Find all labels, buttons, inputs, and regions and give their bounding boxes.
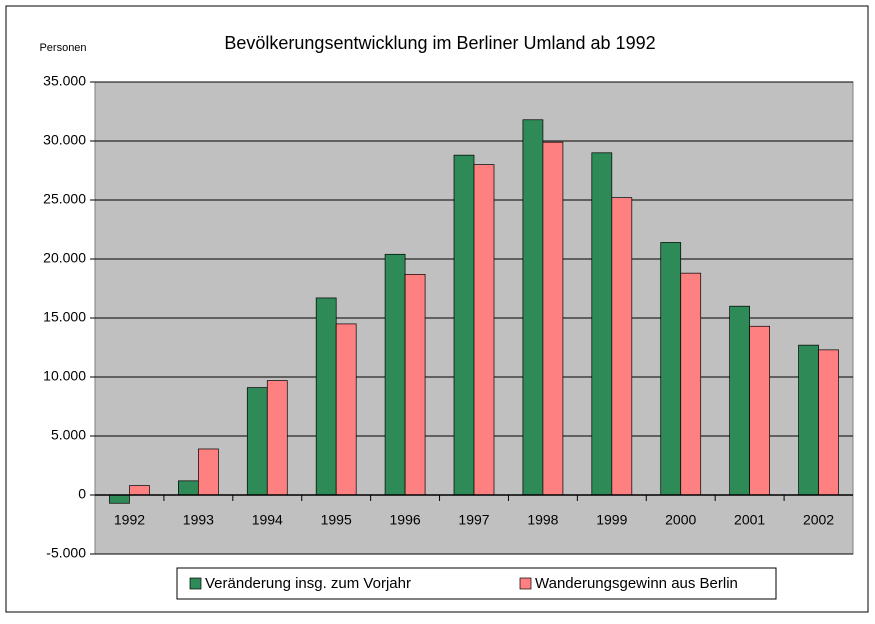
x-tick-label: 1998 [527, 512, 558, 528]
x-tick-label: 1995 [321, 512, 352, 528]
bar [109, 494, 130, 504]
y-tick-label: 25.000 [43, 191, 86, 207]
legend-swatch [519, 577, 532, 590]
bar [729, 305, 750, 496]
y-tick-label: 20.000 [43, 250, 86, 266]
x-tick-label: 2000 [665, 512, 696, 528]
y-tick-label: 35.000 [43, 73, 86, 89]
bar [404, 273, 426, 496]
y-axis-label: Personen [39, 42, 86, 54]
bar [178, 480, 199, 496]
bar [798, 344, 819, 496]
bar [680, 272, 702, 496]
bar [198, 448, 219, 496]
y-tick-label: 10.000 [43, 368, 86, 384]
y-tick-label: -5.000 [46, 545, 86, 561]
bar [611, 197, 633, 496]
y-tick-label: 15.000 [43, 309, 86, 325]
x-tick-label: 1996 [390, 512, 421, 528]
x-tick-label: 2001 [734, 512, 765, 528]
bar [246, 387, 268, 496]
bar [818, 349, 839, 496]
bar [335, 323, 357, 496]
bar [129, 485, 150, 496]
x-tick-label: 1992 [114, 512, 145, 528]
bar [522, 119, 544, 496]
bar [266, 380, 288, 496]
x-tick-label: 1997 [458, 512, 489, 528]
x-tick-label: 1993 [183, 512, 214, 528]
x-tick-label: 2002 [803, 512, 834, 528]
legend-label: Veränderung insg. zum Vorjahr [205, 575, 411, 592]
bar [473, 164, 495, 496]
x-tick-label: 1999 [596, 512, 627, 528]
legend-swatch [189, 577, 202, 590]
y-tick-label: 5.000 [51, 427, 86, 443]
x-tick-label: 1994 [252, 512, 283, 528]
chart-title: Bevölkerungsentwicklung im Berliner Umla… [224, 33, 655, 53]
bar [591, 152, 613, 496]
y-tick-label: 0 [78, 486, 86, 502]
bar [660, 242, 682, 496]
bar [315, 297, 337, 496]
legend-box [176, 567, 777, 600]
bar [453, 154, 475, 496]
bar [384, 253, 406, 496]
bar [542, 141, 564, 496]
legend-label: Wanderungsgewinn aus Berlin [535, 575, 738, 592]
bar [749, 325, 770, 496]
y-tick-label: 30.000 [43, 132, 86, 148]
